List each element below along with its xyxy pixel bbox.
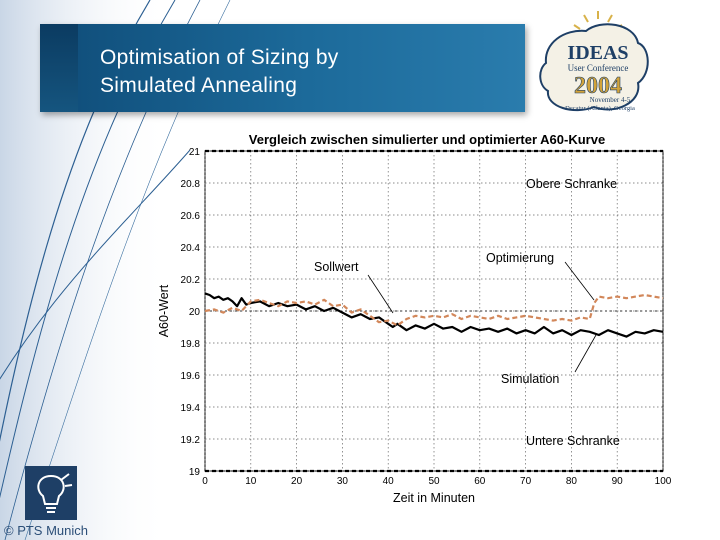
logo-year: 2004 <box>574 73 622 99</box>
annotation-untere-schranke: Untere Schranke <box>526 434 620 448</box>
annotation-labels: Obere Schranke Sollwert Optimierung Simu… <box>314 177 620 448</box>
y-tick-label: 19.6 <box>181 371 201 382</box>
y-tick-label: 21 <box>189 147 201 158</box>
annotation-arrow-sollwert <box>367 274 394 314</box>
logo-subtitle: User Conference <box>568 63 629 73</box>
x-tick-label: 100 <box>655 476 672 487</box>
y-tick-label: 20 <box>189 307 201 318</box>
bulb-outline-icon <box>539 23 649 112</box>
y-tick-label: 19.4 <box>181 403 201 414</box>
x-tick-label: 0 <box>202 476 208 487</box>
chart-title: Vergleich zwischen simulierter und optim… <box>249 132 605 147</box>
lightbulb-icon <box>37 473 73 513</box>
x-tick-label: 30 <box>337 476 349 487</box>
x-tick-label: 80 <box>566 476 578 487</box>
y-axis-label: A60-Wert <box>157 284 171 337</box>
annotation-simulation: Simulation <box>501 372 559 386</box>
logo-name: IDEAS <box>567 42 628 64</box>
annotation-arrow-optimierung <box>564 261 595 301</box>
y-tick-label: 19.2 <box>181 435 201 446</box>
a60-comparison-chart: Vergleich zwischen simulierter und optim… <box>157 132 672 505</box>
x-tick-label: 70 <box>520 476 532 487</box>
y-tick-label: 20.6 <box>181 211 201 222</box>
annotation-optimierung: Optimierung <box>486 251 554 265</box>
x-tick-label: 20 <box>291 476 303 487</box>
x-tick-label: 90 <box>612 476 624 487</box>
y-tick-labels: 21 20.8 20.6 20.4 20.2 20 19.8 19.6 19.4 19.2 19 <box>181 147 201 478</box>
y-tick-label: 19.8 <box>181 339 201 350</box>
ideas-conference-logo: IDEAS User Conference 2004 November 4-5 … <box>534 3 662 121</box>
x-tick-labels: 0 10 20 30 40 50 60 70 80 90 100 <box>202 476 672 487</box>
y-tick-label: 19 <box>189 467 201 478</box>
slide-title: Optimisation of Sizing by Simulated Anne… <box>100 46 339 97</box>
annotation-obere-schranke: Obere Schranke <box>526 177 617 191</box>
annotation-sollwert: Sollwert <box>314 260 359 274</box>
y-tick-label: 20.4 <box>181 243 201 254</box>
ideas-logo-graphic: IDEAS User Conference 2004 November 4-5 … <box>539 11 649 112</box>
copyright-text: © PTS Munich <box>4 523 88 538</box>
x-tick-label: 10 <box>245 476 257 487</box>
logo-location: Decatur (Atlanta), Georgia <box>565 105 635 112</box>
x-axis-label: Zeit in Minuten <box>393 491 475 505</box>
title-panel-accent <box>40 24 78 112</box>
title-panel <box>40 24 525 112</box>
y-tick-label: 20.8 <box>181 179 201 190</box>
x-tick-label: 60 <box>474 476 486 487</box>
annotation-arrow-simulation <box>574 334 597 373</box>
series-lines <box>204 149 664 473</box>
x-tick-label: 40 <box>383 476 395 487</box>
pts-logo <box>25 466 77 520</box>
y-tick-label: 20.2 <box>181 275 201 286</box>
grid-lines <box>204 150 664 472</box>
series-line-optimierung <box>204 293 664 327</box>
logo-dates: November 4-5 <box>590 96 631 104</box>
x-tick-label: 50 <box>428 476 440 487</box>
